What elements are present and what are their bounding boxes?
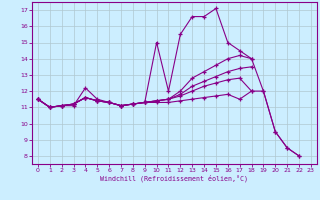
X-axis label: Windchill (Refroidissement éolien,°C): Windchill (Refroidissement éolien,°C) <box>100 175 248 182</box>
